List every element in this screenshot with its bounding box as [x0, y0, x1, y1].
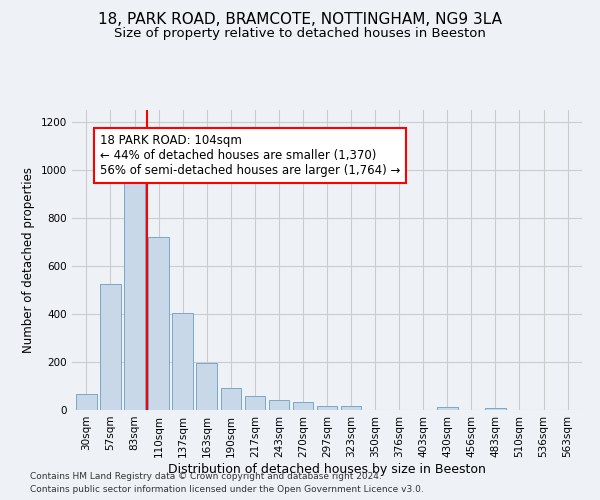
Bar [196, 363, 217, 410]
Text: 18, PARK ROAD, BRAMCOTE, NOTTINGHAM, NG9 3LA: 18, PARK ROAD, BRAMCOTE, NOTTINGHAM, NG9… [98, 12, 502, 28]
Bar [148, 237, 169, 410]
Bar [269, 400, 289, 410]
Bar [76, 394, 97, 410]
Text: Size of property relative to detached houses in Beeston: Size of property relative to detached ho… [114, 28, 486, 40]
Text: Contains HM Land Registry data © Crown copyright and database right 2024.: Contains HM Land Registry data © Crown c… [30, 472, 382, 481]
Bar [221, 388, 241, 410]
Text: Contains public sector information licensed under the Open Government Licence v3: Contains public sector information licen… [30, 485, 424, 494]
X-axis label: Distribution of detached houses by size in Beeston: Distribution of detached houses by size … [168, 462, 486, 475]
Bar [341, 406, 361, 410]
Bar [245, 396, 265, 410]
Bar [293, 402, 313, 410]
Bar [485, 408, 506, 410]
Bar [124, 172, 145, 410]
Bar [100, 284, 121, 410]
Text: 18 PARK ROAD: 104sqm
← 44% of detached houses are smaller (1,370)
56% of semi-de: 18 PARK ROAD: 104sqm ← 44% of detached h… [100, 134, 400, 177]
Bar [317, 406, 337, 410]
Bar [437, 407, 458, 410]
Y-axis label: Number of detached properties: Number of detached properties [22, 167, 35, 353]
Bar [172, 313, 193, 410]
